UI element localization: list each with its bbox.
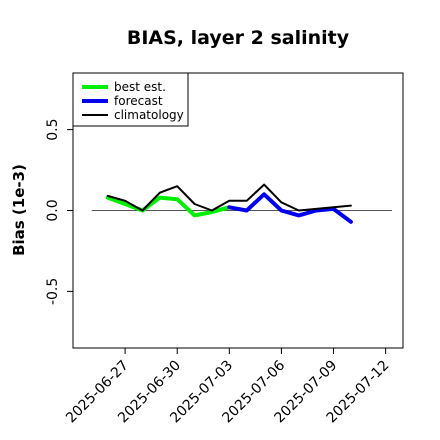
chart-title: BIAS, layer 2 salinity [127,27,350,49]
y-axis-label: Bias (1e-3) [10,164,28,256]
legend-label: best est. [114,80,166,94]
y-tick-label: -0.5 [45,278,61,305]
legend-label: climatology [114,108,184,122]
y-tick-label: 0.0 [45,199,61,221]
series-best-estimate-line [105,195,232,218]
y-tick-label: 0.5 [45,118,61,140]
series-climatology-line [106,183,352,212]
series-forecast-line [227,192,353,224]
legend-label: forecast [114,94,163,108]
